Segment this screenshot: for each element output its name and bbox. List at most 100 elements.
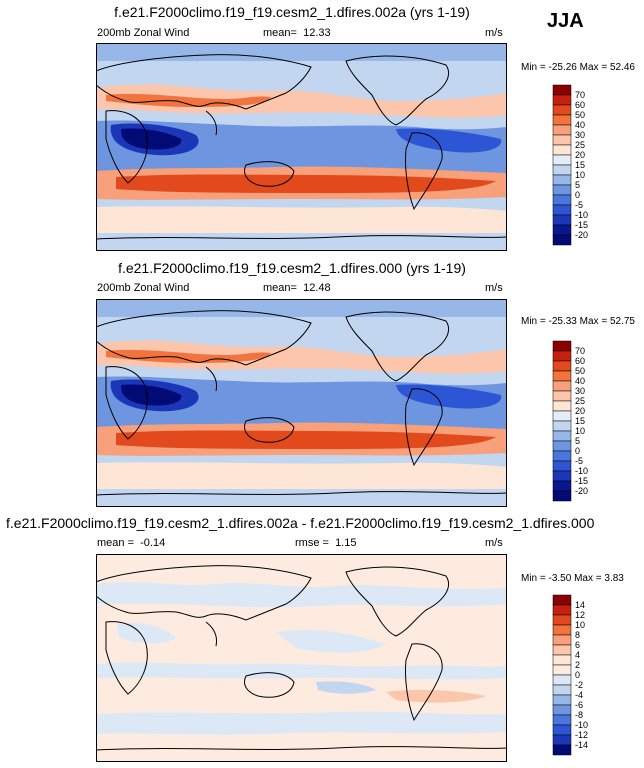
panel2-min-label: Min =	[521, 316, 546, 327]
panel3-nh-negative-band	[96, 582, 507, 608]
panel3-sh-negative-band	[96, 662, 507, 680]
panel2-minmax: Min = -25.33 Max = 52.75	[521, 316, 635, 327]
panel3-mean-label: mean =	[97, 537, 134, 549]
panel3-eurasia-outline	[96, 565, 312, 621]
panel2-variable: 200mb Zonal Wind	[97, 282, 190, 294]
colorbar-box	[552, 214, 572, 226]
colorbar-box	[552, 694, 572, 706]
panel2-mean: mean= 12.48	[263, 282, 331, 294]
colorbar-box	[552, 450, 572, 462]
panel3-mean: mean = -0.14	[97, 537, 165, 549]
colorbar-tick-label: 40	[575, 120, 585, 130]
colorbar-box	[552, 440, 572, 452]
panel1-antarctic-band	[96, 233, 507, 251]
panel1-map-frame	[96, 43, 507, 251]
colorbar-tick-label: 10	[575, 620, 585, 630]
colorbar-box	[552, 84, 572, 96]
colorbar-box	[552, 470, 572, 482]
colorbar-box	[552, 154, 572, 166]
colorbar-box	[552, 174, 572, 186]
panel1-south-america-outline	[405, 132, 443, 211]
panel2-map-frame	[96, 299, 507, 507]
colorbar-tick-label: 70	[575, 90, 585, 100]
colorbar-tick-label: 15	[575, 416, 585, 426]
panel3-negative-patch	[316, 681, 376, 694]
colorbar-box	[552, 380, 572, 392]
panel2-antarctic-band	[96, 489, 507, 507]
colorbar-box	[552, 644, 572, 656]
colorbar-box	[552, 460, 572, 472]
panel1-sh-jet-core	[116, 174, 496, 193]
colorbar-box	[552, 430, 572, 442]
colorbar-tick-label: 15	[575, 160, 585, 170]
colorbar-box	[552, 654, 572, 666]
panel1-min-label: Min =	[521, 62, 546, 73]
panel3-min-value: -3.50	[548, 573, 572, 584]
panel2-eurasia-outline	[96, 310, 312, 366]
panel1-north-america-outline	[345, 55, 449, 126]
colorbar-tick-label: -10	[575, 210, 588, 220]
colorbar-tick-label: 20	[575, 406, 585, 416]
panel3-title: f.e21.F2000climo.f19_f19.cesm2_1.dfires.…	[6, 515, 595, 531]
colorbar-box	[552, 634, 572, 646]
panel2-sh-polar-band	[96, 462, 507, 489]
panel3-africa-negative	[116, 622, 176, 644]
colorbar-tick-label: 5	[575, 180, 580, 190]
panel2-units: m/s	[485, 282, 503, 294]
panel3-rmse-value: 1.15	[335, 537, 357, 549]
panel3-max-label: Max =	[574, 573, 602, 584]
panel1-variable: 200mb Zonal Wind	[97, 27, 190, 39]
panel1-mean-label: mean=	[263, 27, 297, 39]
colorbar-box	[552, 410, 572, 422]
colorbar-tick-label: 12	[575, 610, 585, 620]
colorbar-box	[552, 664, 572, 676]
panel1-max-value: 52.46	[609, 62, 635, 73]
colorbar-box	[552, 194, 572, 206]
panel3-map-frame	[96, 554, 507, 762]
panel3-positive-patch	[386, 689, 486, 703]
panel2-indian-ocean-core	[120, 384, 182, 406]
colorbar-tick-label: -20	[575, 486, 588, 496]
panel2-max-value: 52.75	[609, 316, 635, 327]
colorbar-tick-label: 50	[575, 110, 585, 120]
colorbar-tick-label: 25	[575, 140, 585, 150]
colorbar-tick-label: -4	[575, 690, 583, 700]
panel1-minmax: Min = -25.26 Max = 52.46	[521, 62, 635, 73]
colorbar-tick-label: 2	[575, 660, 580, 670]
panel3-mean-value: -0.14	[140, 537, 166, 549]
colorbar-box	[552, 144, 572, 156]
panel1-india-outline	[205, 110, 217, 136]
panel2-antarctica-outline	[96, 491, 507, 496]
panel3-south-america-outline	[405, 643, 443, 722]
colorbar-box	[552, 624, 572, 636]
colorbar-tick-label: 0	[575, 670, 580, 680]
colorbar-box	[552, 734, 572, 746]
panel3-map	[96, 554, 507, 762]
colorbar-tick-label: 10	[575, 426, 585, 436]
panel3-polar-negative	[96, 711, 507, 735]
panel1-title: f.e21.F2000climo.f19_f19.cesm2_1.dfires.…	[114, 4, 470, 20]
panel2-atlantic-low	[396, 384, 502, 409]
panel3-rmse-label: rmse =	[295, 537, 329, 549]
colorbar-box	[552, 594, 572, 606]
colorbar-tick-label: 0	[575, 446, 580, 456]
panel2-africa-outline	[105, 366, 148, 440]
panel1-africa-outline	[105, 110, 148, 184]
panel1-mean: mean= 12.33	[263, 27, 331, 39]
panel1-min-value: -25.26	[548, 62, 577, 73]
colorbar-box	[552, 370, 572, 382]
colorbar-box	[552, 490, 572, 502]
panel3-min-label: Min =	[521, 573, 546, 584]
colorbar-box	[552, 164, 572, 176]
panel2-min-value: -25.33	[548, 316, 577, 327]
panel2-mean-label: mean=	[263, 282, 297, 294]
panel2-mean-value: 12.48	[303, 282, 331, 294]
colorbar-tick-label: 30	[575, 130, 585, 140]
colorbar-tick-label: -10	[575, 466, 588, 476]
panel2-south-america-outline	[405, 388, 443, 467]
colorbar-box	[552, 674, 572, 686]
colorbar-tick-label: 4	[575, 650, 580, 660]
colorbar-box	[552, 400, 572, 412]
